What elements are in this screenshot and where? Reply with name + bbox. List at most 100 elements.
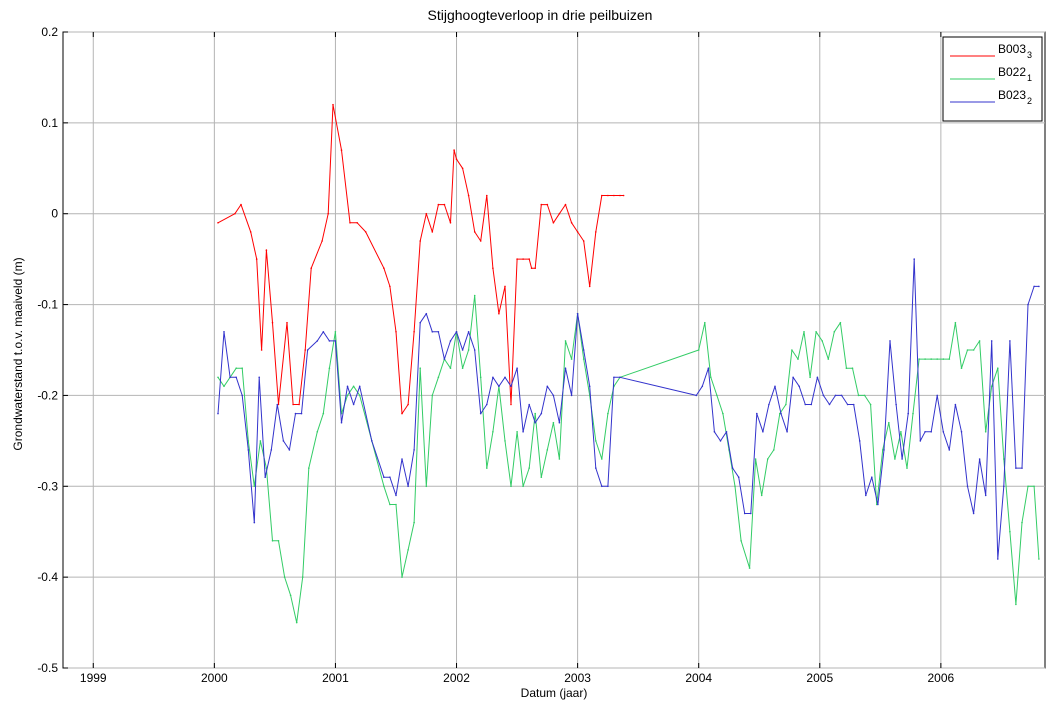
data-point (960, 431, 963, 433)
data-point (1033, 485, 1035, 488)
data-point (328, 367, 331, 370)
data-point (255, 258, 258, 260)
data-point (352, 403, 355, 406)
data-point (875, 503, 878, 506)
legend-label-subscript: 3 (1027, 50, 1032, 60)
data-point (425, 312, 428, 315)
data-point (364, 231, 367, 233)
data-point (622, 194, 625, 197)
data-point (306, 349, 309, 351)
data-point (822, 394, 825, 397)
data-point (607, 194, 609, 197)
data-point (1009, 340, 1011, 342)
data-point (546, 203, 549, 206)
legend-item: B022 1 (950, 65, 1032, 83)
legend-label: B023 (998, 88, 1026, 102)
data-point (779, 412, 781, 415)
data-point (321, 240, 323, 242)
x-tick-label: 2003 (564, 671, 591, 685)
y-tick-label: -0.4 (37, 570, 58, 584)
data-point (984, 431, 987, 433)
data-point (437, 331, 440, 333)
data-point (564, 367, 567, 370)
data-point (419, 321, 422, 324)
data-point (540, 476, 543, 479)
data-point (217, 376, 219, 379)
data-point (762, 431, 764, 433)
data-point (498, 312, 500, 315)
data-point (327, 212, 330, 215)
data-point (576, 312, 579, 315)
data-point (540, 203, 543, 206)
data-point (316, 340, 319, 342)
data-point (803, 331, 805, 333)
data-point (461, 349, 464, 351)
data-point (449, 340, 452, 342)
data-point (455, 331, 458, 333)
data-point (413, 449, 415, 451)
data-point (815, 331, 817, 333)
data-point (919, 440, 922, 442)
data-point (613, 376, 615, 379)
data-point (834, 394, 837, 397)
data-point (322, 331, 325, 333)
data-point (247, 449, 250, 451)
data-point (316, 431, 319, 433)
x-tick-label: 2006 (928, 671, 955, 685)
y-tick-label: -0.1 (37, 298, 58, 312)
data-point (901, 458, 903, 460)
plot-area (62, 31, 1046, 669)
data-point (851, 367, 854, 370)
data-point (449, 367, 452, 370)
x-tick-label: 2000 (201, 671, 228, 685)
data-point (570, 358, 573, 360)
data-point (334, 340, 337, 342)
data-point (839, 321, 842, 324)
data-point (223, 385, 225, 388)
data-point (1009, 530, 1011, 533)
data-point (570, 394, 573, 397)
data-point (1021, 467, 1023, 469)
data-point (750, 512, 752, 515)
data-point (260, 349, 263, 351)
data-point (510, 485, 512, 488)
data-point (990, 385, 993, 388)
data-point (277, 540, 280, 542)
x-axis-label: Datum (jaar) (521, 686, 588, 700)
data-point (791, 349, 793, 351)
data-point (389, 503, 391, 506)
data-point (479, 240, 482, 242)
data-point (431, 331, 434, 333)
data-point (522, 431, 524, 433)
data-point (810, 403, 813, 406)
data-point (707, 367, 710, 370)
data-point (241, 367, 243, 370)
data-point (552, 222, 555, 224)
data-point (613, 194, 615, 197)
data-point (271, 540, 274, 542)
data-point (966, 349, 969, 351)
data-point (1003, 458, 1005, 460)
data-point (607, 485, 609, 488)
y-tick-label: -0.2 (37, 388, 58, 402)
data-point (492, 376, 494, 379)
data-point (304, 349, 307, 351)
data-point (358, 394, 361, 397)
data-point (407, 485, 409, 488)
data-point (883, 449, 885, 451)
legend-label: B003 (998, 42, 1026, 56)
data-point (852, 403, 855, 406)
data-point (540, 412, 543, 415)
data-point (1027, 485, 1029, 488)
x-tick-label: 2005 (806, 671, 833, 685)
data-point (785, 403, 787, 406)
data-point (467, 194, 470, 197)
data-point (522, 485, 524, 488)
data-point (552, 421, 555, 424)
data-point (737, 476, 740, 479)
data-point (978, 458, 981, 460)
data-point (534, 421, 536, 424)
data-point (234, 212, 236, 215)
data-point (731, 467, 734, 469)
